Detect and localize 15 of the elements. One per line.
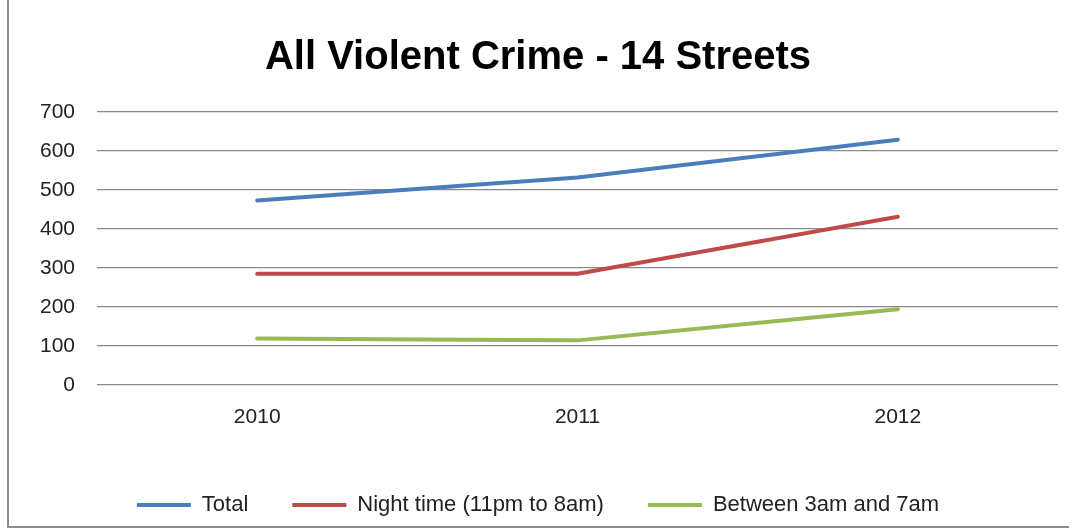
chart-title: All Violent Crime - 14 Streets <box>264 33 812 78</box>
x-tick-label: 2012 <box>874 404 922 428</box>
y-tick-label: 500 <box>39 176 76 200</box>
legend-label: Night time (11pm to 8am) <box>357 491 604 517</box>
x-tick-label: 2011 <box>554 404 601 428</box>
y-tick-label: 0 <box>63 371 76 395</box>
y-tick-label: 300 <box>39 254 76 278</box>
y-tick-label: 600 <box>39 137 76 161</box>
y-tick-label: 100 <box>39 332 76 356</box>
y-tick-label: 700 <box>39 98 76 122</box>
legend-label: Between 3am and 7am <box>712 491 940 517</box>
legend-label: Total <box>201 491 249 517</box>
y-tick-label: 200 <box>39 293 76 317</box>
x-tick-label: 2010 <box>233 404 281 428</box>
y-tick-label: 400 <box>39 215 76 239</box>
